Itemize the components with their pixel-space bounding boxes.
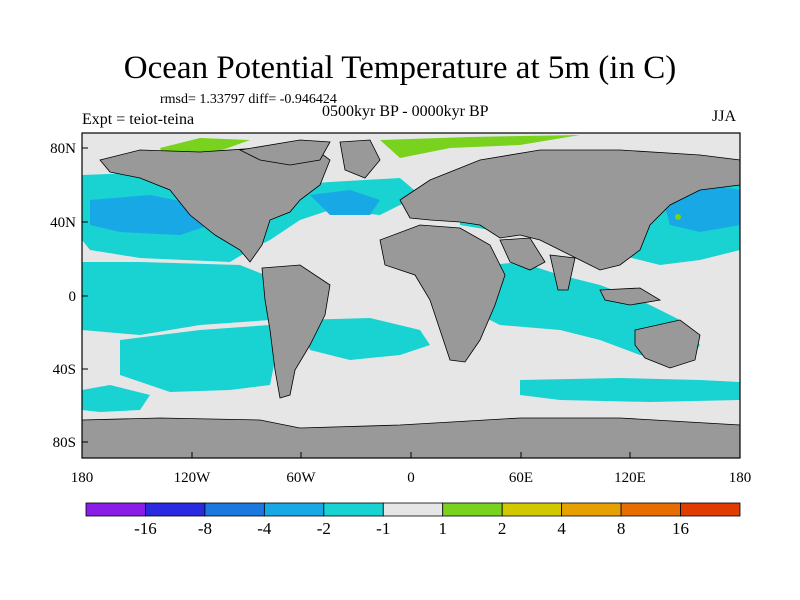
x-tick-label: 180 — [729, 470, 752, 486]
arabia — [499, 237, 546, 271]
southwest-cyan — [82, 385, 150, 412]
map-panel — [81, 132, 741, 459]
colorbar — [85, 502, 741, 517]
x-tick-label: 60E — [509, 470, 533, 486]
india — [549, 254, 576, 291]
colorbar-swatch — [145, 502, 206, 517]
australia — [634, 319, 701, 369]
y-tick-label: 80N — [50, 141, 76, 157]
x-tick-label: 60W — [286, 470, 316, 486]
colorbar-label: 16 — [672, 519, 690, 538]
colorbar-label: 1 — [438, 519, 447, 538]
map-title: Ocean Potential Temperature at 5m (in C) — [123, 50, 677, 86]
colorbar-swatch — [263, 502, 325, 517]
colorbar-label: 8 — [616, 519, 626, 538]
arctic-green-east — [380, 135, 580, 158]
y-tick-label: 0 — [69, 289, 77, 305]
eurasia — [399, 149, 741, 271]
x-tick-label: 0 — [407, 470, 415, 486]
south-atlantic-cyan — [300, 318, 430, 360]
north-pacific-blue — [90, 195, 210, 235]
y-tick-label: 40S — [53, 362, 76, 378]
colorbar-swatch — [620, 502, 681, 517]
colorbar-swatch — [501, 502, 563, 517]
japan-green — [675, 214, 681, 220]
greenland — [339, 139, 381, 179]
colorbar-swatch — [442, 502, 503, 517]
colorbar-swatch — [680, 502, 741, 517]
stats-line: rmsd= 1.33797 diff= -0.946424 — [160, 92, 337, 107]
south-pacific-cyan — [120, 325, 275, 392]
x-tick-label: 120E — [614, 470, 646, 486]
colorbar-swatch — [382, 502, 444, 517]
season-label: JJA — [712, 108, 737, 125]
north-atlantic-blue — [310, 190, 380, 215]
period-label: 0500kyr BP - 0000kyr BP — [322, 103, 489, 120]
colorbar-swatch — [561, 502, 622, 517]
x-tick-label: 120W — [174, 470, 212, 486]
colorbar-swatch — [85, 502, 146, 517]
colorbar-label: -8 — [197, 519, 212, 538]
colorbar-label: 4 — [557, 519, 566, 538]
y-tick-label: 80S — [53, 435, 76, 451]
colorbar-label: -4 — [257, 519, 272, 538]
colorbar-swatch — [323, 502, 384, 517]
colorbar-label: -1 — [376, 519, 391, 538]
colorbar-label: 2 — [497, 519, 507, 538]
colorbar-label: -2 — [316, 519, 331, 538]
tropical-pacific-cyan — [82, 262, 270, 335]
southern-ocean-cyan — [520, 378, 740, 402]
colorbar-swatch — [204, 502, 265, 517]
canadian-arctic — [238, 139, 331, 166]
south-america — [261, 264, 331, 399]
y-axis: 80N 40N 0 40S 80S — [50, 141, 88, 451]
x-axis: 180 120W 60W 0 60E 120E 180 — [71, 452, 752, 486]
experiment-label: Expt = teiot-teina — [82, 111, 195, 128]
maritime-continent — [599, 287, 662, 306]
africa — [379, 224, 506, 363]
x-tick-label: 180 — [71, 470, 94, 486]
colorbar-label: -16 — [134, 519, 157, 538]
y-tick-label: 40N — [50, 215, 76, 231]
land-masses — [81, 139, 741, 459]
